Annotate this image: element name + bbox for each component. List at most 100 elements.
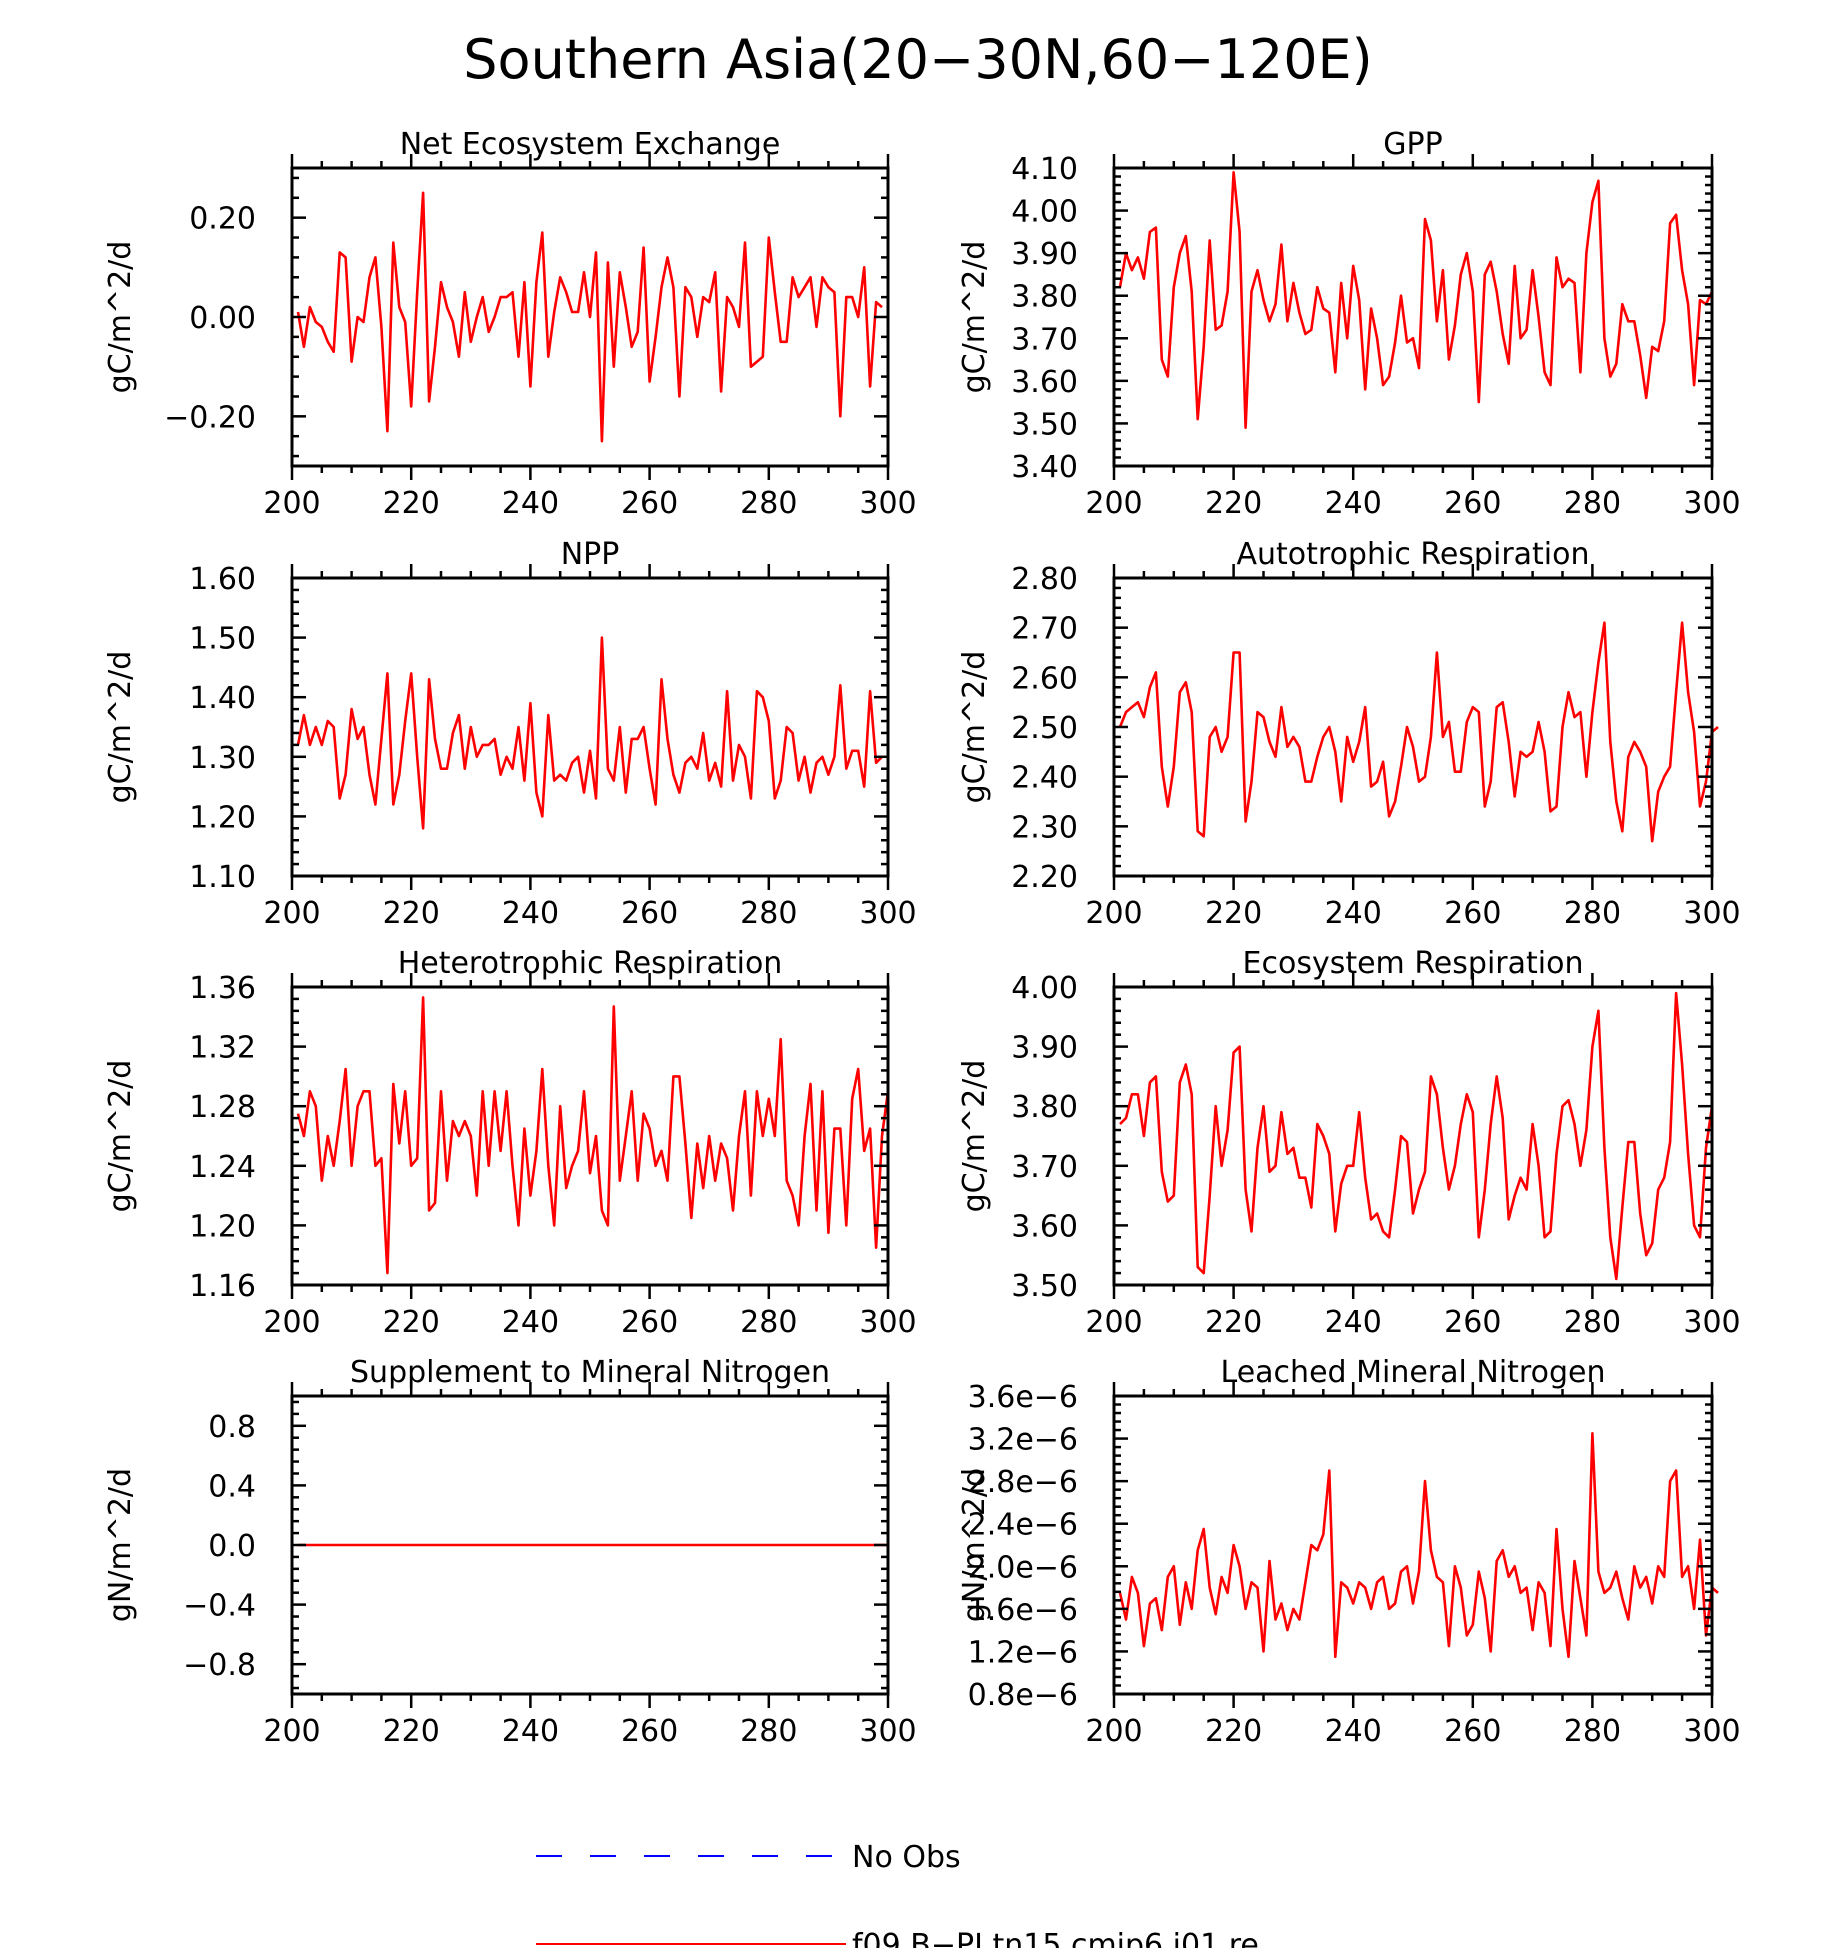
y-tick-label: 1.16 [189, 1269, 256, 1304]
x-tick-label: 280 [740, 486, 797, 521]
y-tick-label: 1.28 [189, 1090, 256, 1125]
panel-title: GPP [1383, 127, 1442, 162]
y-tick-label: −0.8 [183, 1648, 256, 1683]
y-tick-label: 3.2e−6 [968, 1423, 1078, 1458]
y-tick-label: 0.20 [189, 202, 256, 237]
series-line [1118, 171, 1714, 430]
x-tick-label: 260 [621, 486, 678, 521]
series-line [296, 191, 883, 443]
y-axis-label: gC/m^2/d [103, 241, 138, 394]
x-tick-label: 260 [1444, 896, 1501, 931]
x-tick-label: 240 [1325, 1714, 1382, 1749]
x-tick-label: 200 [263, 1714, 320, 1749]
x-tick-label: 260 [621, 1714, 678, 1749]
y-tick-label: 3.80 [1011, 1090, 1078, 1125]
x-tick-label: 220 [383, 1305, 440, 1340]
y-tick-label: 3.60 [1011, 365, 1078, 400]
x-tick-label: 300 [1683, 896, 1740, 931]
x-tick-label: 260 [621, 896, 678, 931]
x-tick-label: 200 [1085, 1305, 1142, 1340]
x-tick-label: 220 [1205, 486, 1262, 521]
y-tick-label: 1.32 [189, 1031, 256, 1066]
x-tick-label: 240 [502, 1714, 559, 1749]
y-tick-label: 4.00 [1011, 971, 1078, 1006]
y-tick-label: 1.30 [189, 741, 256, 776]
x-tick-label: 300 [1683, 1714, 1740, 1749]
y-tick-label: 1.20 [189, 1209, 256, 1244]
y-tick-label: 3.70 [1011, 322, 1078, 357]
y-tick-label: 3.80 [1011, 280, 1078, 315]
panel-7: Supplement to Mineral Nitrogen 200 220 240 2… [103, 1355, 917, 1749]
y-tick-label: 2.60 [1011, 661, 1078, 696]
series-line [1118, 621, 1719, 843]
x-tick-label: 260 [1444, 1714, 1501, 1749]
y-tick-label: 2.4e−6 [968, 1508, 1078, 1543]
x-tick-label: 240 [502, 486, 559, 521]
x-tick-label: 200 [263, 486, 320, 521]
y-tick-label: 3.60 [1011, 1209, 1078, 1244]
y-tick-label: 3.50 [1011, 407, 1078, 442]
y-tick-label: 4.10 [1011, 152, 1078, 187]
panel-title: Heterotrophic Respiration [398, 946, 783, 981]
y-tick-label: 3.90 [1011, 1031, 1078, 1066]
y-tick-label: 1.24 [189, 1150, 256, 1185]
x-tick-label: 260 [1444, 486, 1501, 521]
panel-title: Autotrophic Respiration [1236, 537, 1589, 572]
panel-2: GPP 200 220 240 260 280 300 3.40 3.50 3.60 3.70 3.8… [957, 127, 1741, 521]
y-tick-label: 1.36 [189, 971, 256, 1006]
y-axis-label: gC/m^2/d [957, 241, 992, 394]
y-axis-label: gC/m^2/d [957, 651, 992, 804]
panel-1: Net Ecosystem Exchange 200 220 240 260 280 300… [103, 127, 917, 521]
x-tick-label: 300 [1683, 1305, 1740, 1340]
panel-title: Supplement to Mineral Nitrogen [350, 1355, 830, 1390]
x-tick-label: 280 [1564, 486, 1621, 521]
x-tick-label: 200 [1085, 896, 1142, 931]
y-tick-label: 1.60 [189, 562, 256, 597]
y-tick-label: 2.30 [1011, 810, 1078, 845]
legend-label: No Obs [852, 1840, 961, 1875]
y-tick-label: 1.50 [189, 622, 256, 657]
y-tick-label: −0.20 [164, 400, 256, 435]
x-tick-label: 200 [1085, 1714, 1142, 1749]
panel-title: NPP [561, 537, 620, 572]
y-tick-label: 0.4 [208, 1469, 256, 1504]
x-tick-label: 200 [1085, 486, 1142, 521]
x-tick-label: 280 [1564, 1305, 1621, 1340]
y-tick-label: −0.4 [183, 1589, 256, 1624]
x-tick-label: 240 [1325, 896, 1382, 931]
x-tick-label: 280 [1564, 896, 1621, 931]
x-tick-label: 280 [1564, 1714, 1621, 1749]
x-tick-label: 280 [740, 896, 797, 931]
x-tick-label: 300 [859, 1714, 916, 1749]
y-tick-label: 4.00 [1011, 195, 1078, 230]
plot-frame [1112, 985, 1714, 1287]
x-tick-label: 240 [502, 896, 559, 931]
y-axis-label: gN/m^2/d [103, 1468, 138, 1622]
x-tick-label: 300 [859, 1305, 916, 1340]
panel-8: Leached Mineral Nitrogen 200 220 240 260 280 3… [957, 1355, 1741, 1749]
x-tick-label: 260 [1444, 1305, 1501, 1340]
x-tick-label: 280 [740, 1714, 797, 1749]
y-tick-label: 0.8e−6 [968, 1678, 1078, 1713]
x-tick-label: 240 [1325, 486, 1382, 521]
y-tick-label: 0.8 [208, 1410, 256, 1445]
x-tick-label: 300 [859, 896, 916, 931]
y-tick-label: 2.50 [1011, 711, 1078, 746]
y-tick-label: 1.40 [189, 681, 256, 716]
y-tick-label: 3.70 [1011, 1150, 1078, 1185]
y-tick-label: 1.2e−6 [968, 1635, 1078, 1670]
y-tick-label: 3.90 [1011, 237, 1078, 272]
x-tick-label: 200 [263, 1305, 320, 1340]
x-tick-label: 240 [1325, 1305, 1382, 1340]
panel-5: Heterotrophic Respiration 200 220 240 260 280… [103, 946, 917, 1340]
x-tick-label: 200 [263, 896, 320, 931]
plot-frame [290, 985, 890, 1287]
panel-title: Net Ecosystem Exchange [400, 127, 781, 162]
y-tick-label: 2.70 [1011, 612, 1078, 647]
y-axis-label: gC/m^2/d [103, 1060, 138, 1213]
y-tick-label: 3.6e−6 [968, 1380, 1078, 1415]
x-tick-label: 300 [1683, 486, 1740, 521]
y-tick-label: 3.40 [1011, 450, 1078, 485]
panel-4: Autotrophic Respiration 200 220 240 260 280 30… [957, 537, 1741, 931]
